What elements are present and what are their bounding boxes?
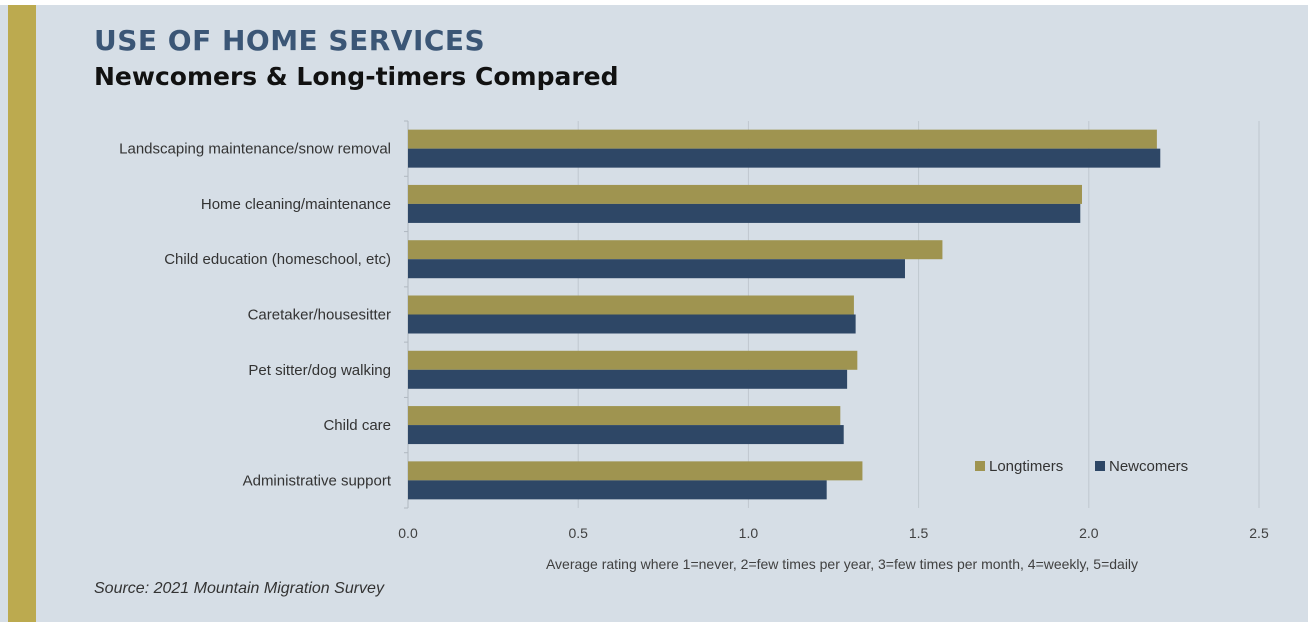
x-tick-label: 1.0 [739, 525, 759, 541]
x-axis-label: Average rating where 1=never, 2=few time… [546, 556, 1138, 572]
legend-label-longtimers: Longtimers [989, 458, 1063, 475]
legend-swatch-longtimers [975, 461, 985, 471]
bar-newcomers [408, 480, 827, 500]
bar-longtimers [408, 295, 854, 315]
x-tick-label: 0.0 [398, 525, 418, 541]
category-label: Child education (homeschool, etc) [164, 251, 391, 268]
legend-label-newcomers: Newcomers [1109, 458, 1188, 475]
bar-newcomers [408, 369, 848, 389]
chart-subtitle: Newcomers & Long-timers Compared [94, 62, 619, 91]
category-label: Child care [323, 417, 391, 434]
bar-longtimers [408, 184, 1082, 204]
bar-longtimers [408, 129, 1157, 149]
bar-longtimers [408, 406, 841, 426]
category-label: Landscaping maintenance/snow removal [119, 141, 391, 158]
bar-newcomers [408, 425, 844, 445]
category-label: Caretaker/housesitter [248, 307, 391, 324]
category-label: Home cleaning/maintenance [201, 196, 391, 213]
bar-newcomers [408, 259, 905, 279]
x-tick-label: 2.0 [1079, 525, 1099, 541]
bar-longtimers [408, 350, 858, 370]
bar-newcomers [408, 314, 856, 334]
x-tick-label: 0.5 [568, 525, 588, 541]
bar-newcomers [408, 203, 1081, 223]
x-tick-label: 1.5 [909, 525, 929, 541]
category-label: Pet sitter/dog walking [248, 362, 391, 379]
x-tick-label: 2.5 [1249, 525, 1269, 541]
legend-swatch-newcomers [1095, 461, 1105, 471]
chart-title: USE OF HOME SERVICES [94, 24, 486, 57]
bar-longtimers [408, 461, 863, 481]
bar-longtimers [408, 240, 943, 260]
category-label: Administrative support [243, 472, 392, 489]
source-note: Source: 2021 Mountain Migration Survey [94, 580, 384, 597]
accent-bar [8, 5, 36, 622]
bar-newcomers [408, 148, 1161, 168]
